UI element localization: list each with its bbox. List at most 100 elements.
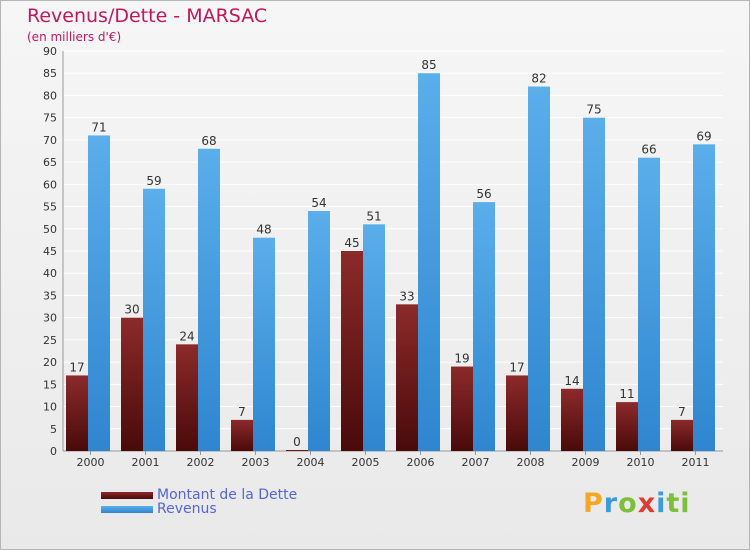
- bar-revenue: [253, 237, 275, 451]
- bar-debt: [396, 304, 418, 451]
- bar-debt: [341, 251, 363, 451]
- data-label: 24: [179, 329, 194, 343]
- legend-label-debt: Montant de la Dette: [157, 487, 298, 503]
- data-label: 0: [293, 435, 301, 449]
- y-tick-label: 20: [43, 356, 57, 369]
- bar-revenue: [198, 148, 220, 451]
- data-label: 69: [696, 129, 711, 143]
- y-tick-label: 0: [50, 445, 57, 458]
- data-label: 7: [678, 405, 686, 419]
- bar-debt: [616, 402, 638, 451]
- data-label: 33: [399, 289, 414, 303]
- y-tick-label: 25: [43, 334, 57, 347]
- chart-subtitle: (en milliers d'€): [27, 30, 122, 44]
- y-tick-label: 15: [43, 378, 57, 391]
- data-label: 30: [124, 303, 139, 317]
- legend-label-revenue: Revenus: [157, 501, 217, 517]
- bar-debt: [286, 450, 308, 451]
- axes: 0510152025303540455055606570758085902000…: [43, 45, 723, 469]
- x-tick-label: 2008: [517, 456, 545, 469]
- bar-revenue: [308, 211, 330, 451]
- bars: [66, 73, 715, 452]
- data-label: 17: [509, 360, 524, 374]
- bar-debt: [506, 375, 528, 451]
- bar-revenue: [473, 202, 495, 451]
- grid-lines: [63, 50, 723, 452]
- data-label: 85: [421, 58, 436, 72]
- bar-revenue: [88, 135, 110, 451]
- y-tick-label: 65: [43, 156, 57, 169]
- data-label: 54: [311, 196, 326, 210]
- data-label: 66: [641, 143, 656, 157]
- legend-swatch-debt: [101, 491, 153, 499]
- x-tick-label: 2001: [132, 456, 160, 469]
- y-tick-label: 35: [43, 289, 57, 302]
- bar-debt: [176, 344, 198, 451]
- y-tick-label: 45: [43, 245, 57, 258]
- bar-revenue: [528, 86, 550, 452]
- data-label: 11: [619, 387, 634, 401]
- logo-letter: o: [618, 488, 638, 519]
- logo-letter: r: [603, 488, 619, 519]
- y-tick-label: 85: [43, 67, 57, 80]
- y-tick-label: 60: [43, 178, 57, 191]
- y-tick-label: 75: [43, 112, 57, 125]
- x-tick-label: 2005: [352, 456, 380, 469]
- y-tick-label: 5: [50, 423, 57, 436]
- data-label: 82: [531, 72, 546, 86]
- y-tick-label: 40: [43, 267, 57, 280]
- x-tick-label: 2002: [187, 456, 215, 469]
- logo-letter: P: [583, 488, 604, 519]
- x-tick-label: 2004: [297, 456, 325, 469]
- x-tick-label: 2007: [462, 456, 490, 469]
- data-label: 48: [256, 223, 271, 237]
- proxiti-logo: Proxiti: [583, 488, 691, 519]
- x-tick-label: 2003: [242, 456, 270, 469]
- logo-letter: ti: [666, 488, 691, 519]
- y-tick-label: 30: [43, 312, 57, 325]
- y-tick-label: 80: [43, 89, 57, 102]
- bar-revenue: [693, 144, 715, 452]
- y-tick-label: 70: [43, 134, 57, 147]
- data-label: 19: [454, 352, 469, 366]
- data-label: 75: [586, 103, 601, 117]
- legend-swatch-revenue: [101, 505, 153, 513]
- x-tick-label: 2006: [407, 456, 435, 469]
- x-tick-label: 2010: [627, 456, 655, 469]
- chart-title: Revenus/Dette - MARSAC: [27, 5, 268, 27]
- data-label: 56: [476, 187, 491, 201]
- y-tick-label: 55: [43, 201, 57, 214]
- data-label: 7: [238, 405, 246, 419]
- data-label: 14: [564, 374, 579, 388]
- bar-revenue: [638, 157, 660, 451]
- bar-debt: [451, 366, 473, 451]
- x-tick-label: 2000: [77, 456, 105, 469]
- bar-debt: [66, 375, 88, 451]
- legend-item-revenue: Revenus: [101, 501, 217, 517]
- value-labels: 17 71 30 59 24 68 7 48 0 54 45 51 33 85 19 56 17 82 14 75 11…: [69, 58, 711, 449]
- bar-revenue: [363, 224, 385, 451]
- bar-debt: [671, 419, 693, 451]
- bar-revenue: [583, 117, 605, 452]
- bar-debt: [121, 317, 143, 451]
- bar-debt: [561, 388, 583, 451]
- x-tick-label: 2009: [572, 456, 600, 469]
- logo-letter: i: [656, 488, 667, 519]
- data-label: 59: [146, 174, 161, 188]
- x-tick-label: 2011: [682, 456, 710, 469]
- y-tick-label: 90: [43, 45, 57, 58]
- y-tick-label: 50: [43, 223, 57, 236]
- bar-revenue: [143, 188, 165, 451]
- data-label: 71: [91, 120, 106, 134]
- y-tick-label: 10: [43, 401, 57, 414]
- bar-debt: [231, 419, 253, 451]
- bar-revenue: [418, 73, 440, 451]
- data-label: 51: [366, 209, 381, 223]
- data-label: 45: [344, 236, 359, 250]
- logo-letter: x: [637, 488, 657, 519]
- legend-item-debt: Montant de la Dette: [101, 487, 297, 503]
- data-label: 17: [69, 360, 84, 374]
- data-label: 68: [201, 134, 216, 148]
